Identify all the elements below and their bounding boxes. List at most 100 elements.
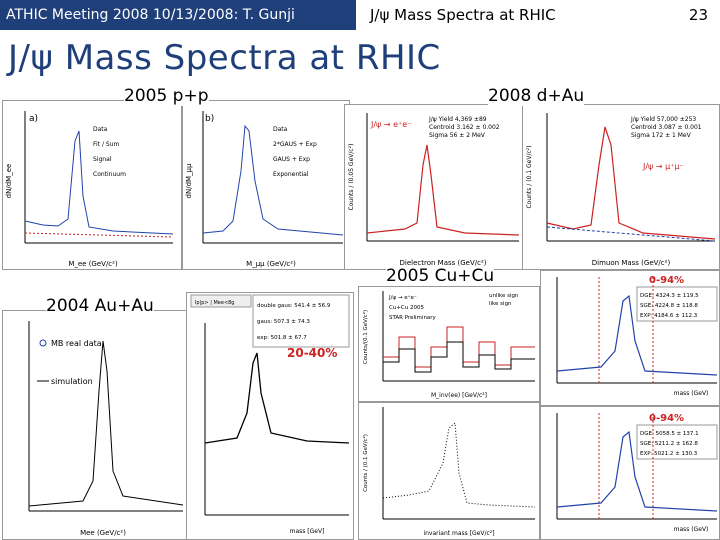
auau-left-panel: MB real data simulation Mee (GeV/c²) (2, 310, 188, 540)
pp-a-plot: a) Data Fit / Sum Signal Continuum M_ee … (5, 111, 174, 268)
pp-b-xlabel: M_μμ (GeV/c²) (246, 260, 296, 268)
auau-left-legend-1: simulation (51, 377, 93, 386)
auau-right-stat-0: double gaus: 541.4 ± 56.9 (257, 303, 331, 309)
pp-a-ylabel: dN/dM_ee (5, 164, 13, 199)
pp-b-ylabel: dN/dM_μμ (185, 163, 193, 198)
cucu-bottom-data (382, 421, 536, 508)
auau-right-stat-2: exp: 501.8 ± 67.7 (257, 335, 307, 341)
cucu-top-legend-1: like sign (489, 301, 512, 307)
cucu-rt-fit (556, 294, 718, 376)
slide-header: ATHIC Meeting 2008 10/13/2008: T. Gunji … (0, 0, 720, 30)
label-pp-2005: 2005 p+p (124, 86, 209, 106)
pp-a-tag: a) (29, 114, 38, 124)
auau-right-xlabel: mass [GeV] (290, 528, 325, 535)
cucu-top-ylabel: Counts/(0.1 GeV/c²) (362, 310, 369, 364)
auau-right-stat-1: gaus: 507.3 ± 74.3 (257, 319, 310, 325)
dau-mm-stat-0: J/ψ Yield 57,000 ±253 (630, 116, 696, 123)
pp-a-fit-curve (24, 130, 174, 235)
pp-b-legend-3: Exponential (273, 171, 309, 178)
dau-mm-process: J/ψ → μ⁺μ⁻ (642, 162, 684, 171)
pp-b-tag: b) (205, 114, 214, 124)
auau-left-legend-marker (39, 339, 47, 347)
dau-mm-xlabel: Dimuon Mass (GeV/c²) (592, 259, 671, 267)
cucu-bottom-plot: invariant mass [GeV/c²] Counts / (0.1 Ge… (362, 407, 536, 537)
auau-left-plot: MB real data simulation Mee (GeV/c²) (28, 321, 184, 537)
page-number: 23 (688, 6, 708, 24)
dau-ee-plot: J/ψ → e⁺e⁻ J/ψ Yield 4,369 ±89 Centroid … (348, 113, 520, 267)
cucu-rt-stat-1: SGE: 4224.8 ± 118.8 (640, 303, 698, 309)
cucu-top-panel: J/ψ → e⁺e⁻ Cu+Cu 2005 STAR Preliminary u… (358, 286, 540, 402)
pp-panel-b: b) Data 2*GAUS + Exp GAUS + Exp Exponent… (182, 100, 350, 270)
pp-b-fit-curve (202, 124, 344, 236)
auau-right-panel: lp|p> | Mee<8g double gaus: 541.4 ± 56.9… (186, 292, 354, 540)
dau-ee-fit (366, 144, 520, 236)
dau-mm-stat-2: Sigma 172 ± 1 MeV (631, 132, 692, 139)
cucu-bottom-panel: invariant mass [GeV/c²] Counts / (0.1 Ge… (358, 402, 540, 540)
cucu-right-bottom-plot: 0-94% DGE: 5058.5 ± 137.1 SGE: 5211.2 ± … (556, 413, 718, 533)
cucu-rb-centrality: 0-94% (649, 413, 684, 424)
cucu-top-tag-2: STAR Preliminary (389, 315, 437, 321)
cucu-rb-fit (556, 430, 718, 512)
cucu-rb-stat-0: DGE: 5058.5 ± 137.1 (640, 431, 699, 437)
cucu-right-top-plot: 0-94% DGE: 4324.3 ± 119.5 SGE: 4224.8 ± … (556, 275, 718, 397)
pp-b-plot: b) Data 2*GAUS + Exp GAUS + Exp Exponent… (185, 111, 344, 268)
dau-mm-panel: J/ψ → μ⁺μ⁻ J/ψ Yield 57,000 ±253 Centroi… (522, 104, 720, 270)
auau-right-plot: lp|p> | Mee<8g double gaus: 541.4 ± 56.9… (190, 294, 350, 535)
dau-ee-process: J/ψ → e⁺e⁻ (370, 120, 411, 129)
cucu-rt-centrality: 0-94% (649, 275, 684, 286)
cucu-right-top-panel: 0-94% DGE: 4324.3 ± 119.5 SGE: 4224.8 ± … (540, 270, 720, 406)
dau-mm-plot: J/ψ → μ⁺μ⁻ J/ψ Yield 57,000 ±253 Centroi… (526, 113, 716, 267)
cucu-top-tag-1: Cu+Cu 2005 (389, 305, 425, 311)
dau-ee-xlabel: Dielectron Mass (GeV/c²) (400, 259, 487, 267)
cucu-rt-stat-0: DGE: 4324.3 ± 119.5 (640, 293, 699, 299)
header-title: J/ψ Mass Spectra at RHIC (370, 6, 556, 24)
auau-right-legend-box (190, 294, 252, 308)
cucu-top-unlike-sign (383, 341, 535, 373)
cucu-rt-xlabel: mass (GeV) (674, 390, 709, 397)
auau-left-xlabel: Mee (GeV/c²) (80, 529, 126, 537)
cucu-top-xlabel: M_inv(ee) [GeV/c²] (431, 392, 487, 399)
cucu-bottom-xlabel: invariant mass [GeV/c²] (423, 530, 494, 537)
auau-right-legend: lp|p> | Mee<8g (195, 300, 235, 306)
pp-a-legend-0: Data (93, 126, 108, 133)
pp-a-xlabel: M_ee (GeV/c²) (68, 260, 118, 268)
pp-a-legend-2: Signal (93, 156, 112, 163)
dau-ee-stat-1: Centroid 3.162 ± 0.002 (429, 124, 500, 131)
dau-ee-ylabel: Counts / (0.05 GeV/c²) (348, 144, 355, 211)
auau-left-legend-0: MB real data (51, 339, 102, 348)
pp-b-legend-2: GAUS + Exp (273, 156, 310, 163)
auau-left-simulation (28, 340, 184, 507)
dau-mm-stat-1: Centroid 3.087 ± 0.001 (631, 124, 702, 131)
cucu-right-bottom-panel: 0-94% DGE: 5058.5 ± 137.1 SGE: 5211.2 ± … (540, 406, 720, 540)
cucu-top-like-sign (383, 326, 535, 368)
cucu-top-plot: J/ψ → e⁺e⁻ Cu+Cu 2005 STAR Preliminary u… (362, 291, 535, 399)
cucu-rb-stats-box (636, 424, 718, 460)
dau-mm-background (546, 226, 716, 242)
cucu-rb-stat-2: EXP: 5021.2 ± 130.3 (640, 451, 698, 457)
dau-ee-stat-2: Sigma 56 ± 2 MeV (429, 132, 486, 139)
pp-a-continuum (24, 232, 174, 238)
cucu-rb-stat-1: SGE: 5211.2 ± 162.8 (640, 441, 698, 447)
auau-right-stats-box (252, 294, 350, 348)
dau-mm-ylabel: Counts / (0.1 GeV/c²) (526, 145, 533, 208)
pp-b-legend-1: 2*GAUS + Exp (273, 141, 317, 148)
cucu-top-tag-0: J/ψ → e⁺e⁻ (388, 294, 417, 301)
label-dau-2008: 2008 d+Au (488, 86, 585, 106)
cucu-rb-xlabel: mass (GeV) (674, 526, 709, 533)
dau-ee-panel: J/ψ → e⁺e⁻ J/ψ Yield 4,369 ±89 Centroid … (344, 104, 524, 270)
dau-mm-fit (546, 126, 716, 240)
cucu-bottom-ylabel: Counts / (0.1 GeV/c²) (362, 434, 369, 492)
pp-panel-a: a) Data Fit / Sum Signal Continuum M_ee … (2, 100, 182, 270)
pp-a-legend-3: Continuum (93, 171, 126, 178)
cucu-rt-stats-box (636, 286, 718, 322)
auau-right-fit (204, 352, 350, 444)
meeting-info: ATHIC Meeting 2008 10/13/2008: T. Gunji (0, 0, 356, 30)
pp-b-legend-0: Data (273, 126, 288, 133)
label-auau-2004: 2004 Au+Au (46, 296, 154, 316)
auau-right-centrality: 20-40% (287, 346, 337, 360)
cucu-rt-stat-2: EXP: 4184.6 ± 112.3 (640, 313, 698, 319)
slide-title: J/ψ Mass Spectra at RHIC (8, 38, 441, 78)
dau-ee-stat-0: J/ψ Yield 4,369 ±89 (428, 116, 487, 123)
label-cucu-2005: 2005 Cu+Cu (386, 266, 495, 286)
cucu-top-legend-0: unlike sign (489, 293, 519, 299)
